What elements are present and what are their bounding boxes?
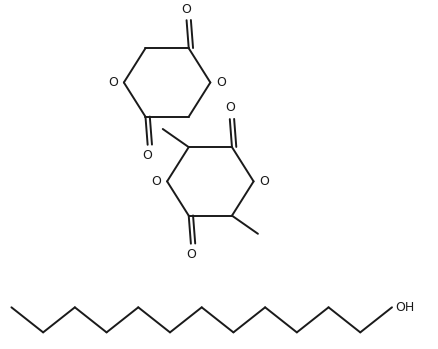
Text: O: O [216, 76, 226, 89]
Text: O: O [225, 102, 235, 114]
Text: O: O [151, 175, 161, 188]
Text: O: O [186, 248, 196, 261]
Text: OH: OH [396, 301, 415, 314]
Text: O: O [260, 175, 269, 188]
Text: O: O [143, 149, 152, 162]
Text: O: O [108, 76, 118, 89]
Text: O: O [182, 2, 191, 16]
